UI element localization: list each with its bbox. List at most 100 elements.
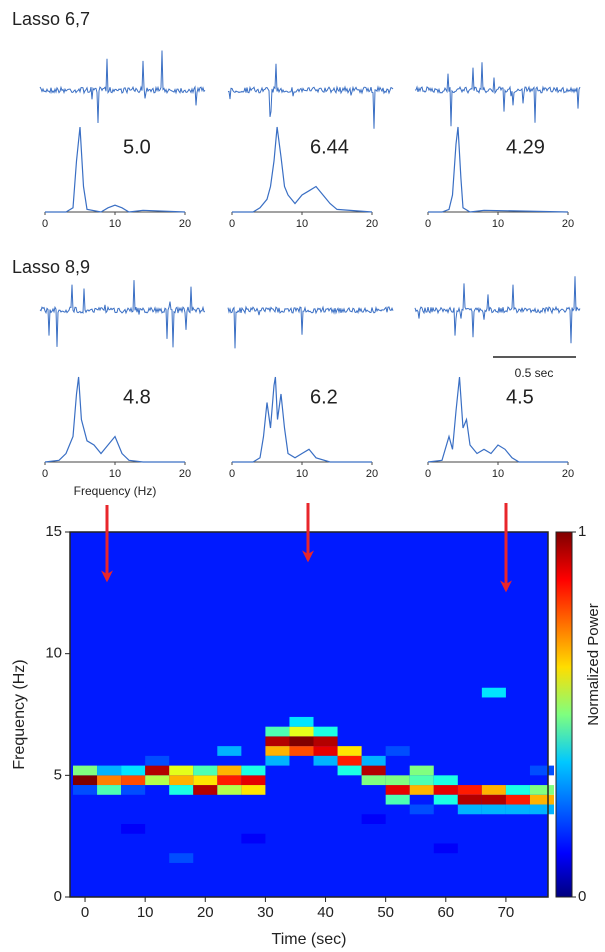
x-tick-label: 20 [366,468,378,480]
heatmap-cell [169,785,194,795]
heatmap-cell [481,687,506,698]
x-tick-label: 10 [109,218,121,230]
x-tick-label: 20 [562,468,574,480]
heatmap-cell [97,785,122,795]
heatmap-cell [265,746,290,756]
heatmap-cell [217,775,242,786]
x-tick-label: 0 [425,218,431,230]
x-tick-label: 20 [179,468,191,480]
heatmap-cell [337,707,362,717]
x-tick-label: 10 [492,218,504,230]
trace [227,63,394,129]
x-tick-label: 20 [366,218,378,230]
heatmap-cell [457,794,482,805]
heatmap-cell [169,853,194,863]
group-label: Lasso 8,9 [12,257,90,277]
y-tick-label: 5 [54,766,62,783]
heatmap-cell [217,746,242,756]
heatmap-cell [529,785,555,795]
x-tick-label: 0 [425,468,431,480]
heatmap-cell [145,765,170,776]
heatmap-cell [265,755,290,766]
spectrum-line [44,376,185,463]
colorbar-tick-label: 0 [578,888,586,905]
heatmap-cell [193,785,218,795]
heatmap-cell [121,785,146,795]
heatmap-cell [313,726,338,737]
y-tick-label: 0 [54,888,62,905]
heatmap-cell [193,775,218,786]
heatmap-cell [265,726,290,737]
heatmap-cell [313,736,338,747]
heatmap-cell [361,755,386,766]
x-tick-label: 10 [137,904,154,921]
heatmap-cell [457,736,482,747]
heatmap-cell [529,765,555,776]
heatmap-cell [145,775,170,786]
x-axis-label: Time (sec) [272,931,347,948]
heatmap-cell [361,814,386,824]
y-tick-label: 10 [45,645,62,662]
heatmap-cell [433,775,458,786]
heatmap-cell [289,726,314,737]
heatmap-cell [457,785,482,795]
traces [39,50,581,349]
x-tick-label: 70 [498,904,515,921]
spectrum-line [232,376,372,463]
heatmap-cell [121,765,146,776]
heatmap-cell [433,785,458,795]
x-tick-label: 0 [81,904,89,921]
colorbar [555,531,573,898]
heatmap-cell [241,765,266,776]
heatmap-cell [337,746,362,756]
heatmap-cell [145,755,170,766]
trace [414,62,581,127]
x-tick-label: 10 [492,468,504,480]
colorbar-label: Normalized Power [585,603,602,726]
x-tick-label: 0 [42,218,48,230]
peak-label: 6.44 [310,136,349,158]
y-tick-label: 15 [45,523,62,540]
heatmap-cell [265,736,290,747]
peak-label: 4.5 [506,386,534,408]
trace [227,305,394,349]
heatmap-cell [385,794,410,805]
heatmap-cell [433,843,458,854]
heatmap-cell [289,736,314,747]
heatmap-cell [97,716,122,727]
peak-label: 6.2 [310,386,338,408]
heatmap-cell [505,794,530,805]
heatmap-cell [193,668,218,678]
heatmap-cell [481,794,506,805]
heatmap-cell [73,658,98,669]
heatmap-cell [529,794,555,805]
x-tick-label: 10 [296,218,308,230]
heatmap-cell [409,775,434,786]
trace [39,50,206,124]
spectrum-line [232,126,373,213]
heatmap-cell [217,765,242,776]
heatmap-cell [121,775,146,786]
heatmap-cell [409,765,434,776]
heatmap-cell [289,746,314,756]
heatmap-cell [505,804,530,815]
peak-label: 5.0 [123,136,151,158]
heatmap-cell [241,833,266,844]
heatmap-cell [457,804,482,815]
x-tick-label: 20 [179,218,191,230]
trace [414,276,581,344]
x-tick-label: 0 [229,468,235,480]
heatmap-cell [529,804,555,815]
heatmap-cell [361,765,386,776]
heatmap-cell [169,765,194,776]
heatmap-cell [337,755,362,766]
heatmap-cell [217,785,242,795]
heatmap-cell [481,804,506,815]
y-axis-label: Frequency (Hz) [11,659,28,769]
heatmap-cell [193,765,218,776]
heatmap-cell [289,716,314,727]
heatmap-cell [433,794,458,805]
spectrum-line [428,126,569,213]
heatmap-cell [409,785,434,795]
x-tick-label: 20 [562,218,574,230]
